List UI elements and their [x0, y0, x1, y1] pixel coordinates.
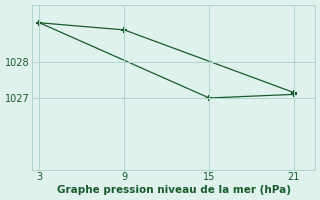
X-axis label: Graphe pression niveau de la mer (hPa): Graphe pression niveau de la mer (hPa)	[57, 185, 291, 195]
